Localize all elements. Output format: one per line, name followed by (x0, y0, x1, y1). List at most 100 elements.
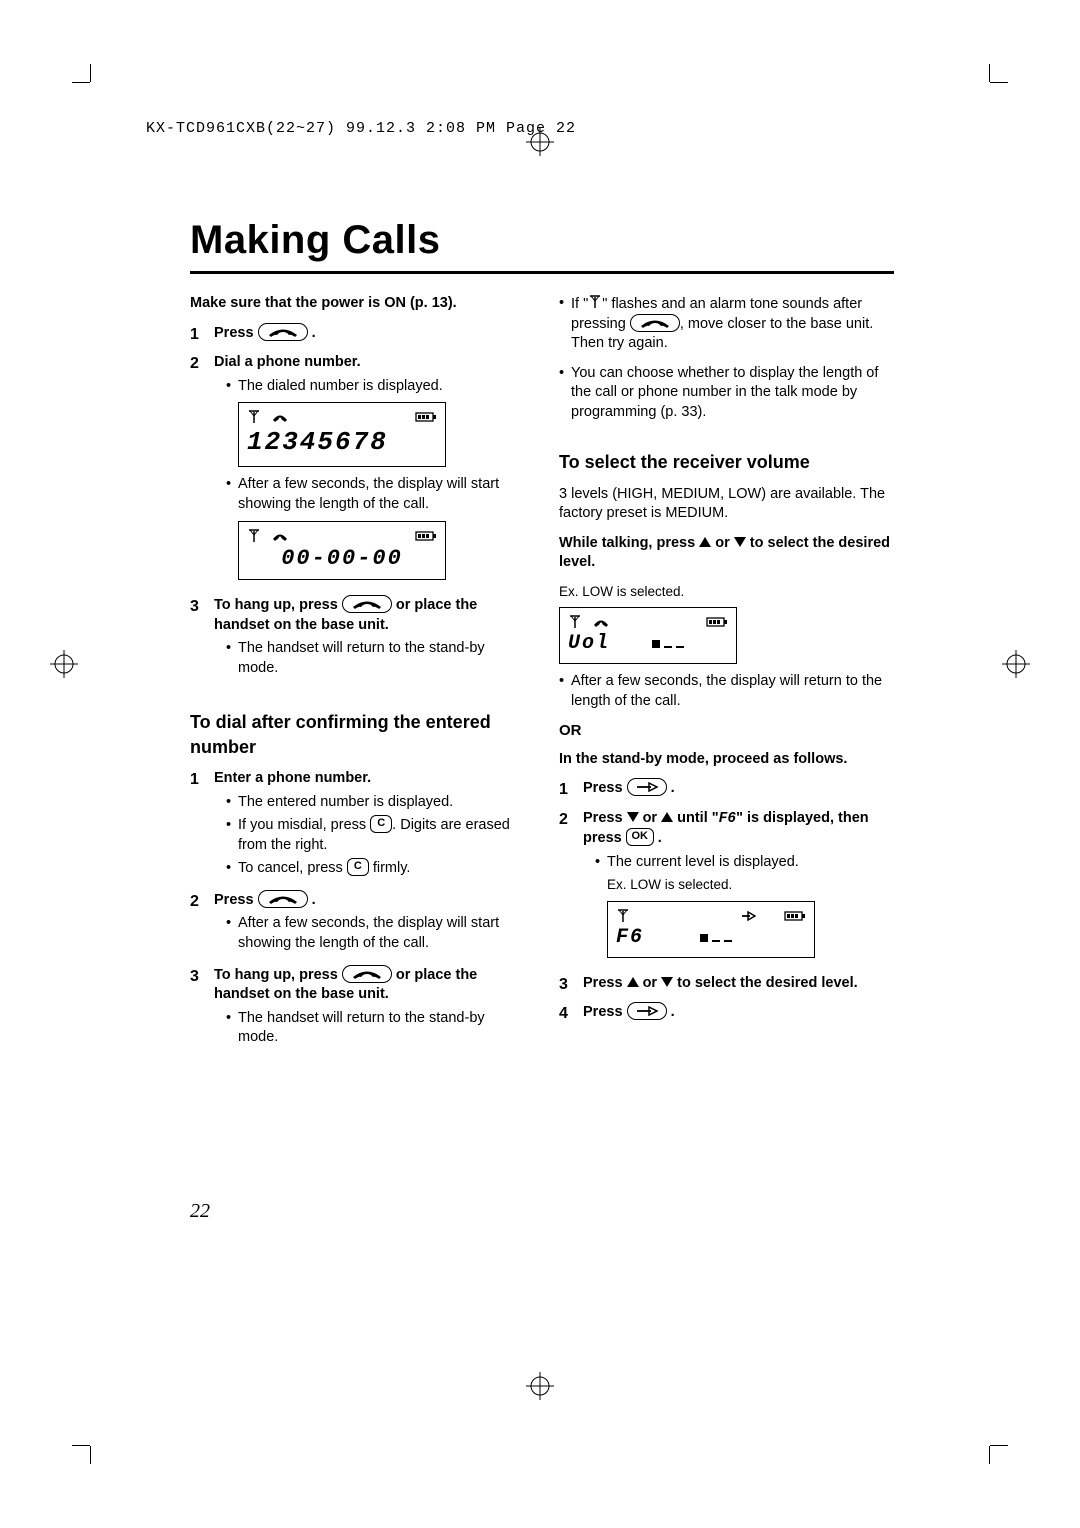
battery-icon (706, 615, 728, 627)
right-column: If "" flashes and an alarm tone sounds a… (559, 294, 894, 1060)
step-text: Press (583, 975, 623, 991)
down-arrow-icon (734, 537, 746, 547)
step-number: 2 (190, 891, 204, 958)
sub-bullet: The handset will return to the stand-by … (226, 639, 525, 678)
sub-bullet: The entered number is displayed. (226, 793, 525, 813)
antenna-icon (247, 528, 261, 542)
step-number: 3 (559, 974, 573, 996)
step-1: 1 Enter a phone number. The entered numb… (190, 769, 525, 883)
running-head: KX-TCD961CXB(22~27) 99.12.3 2:08 PM Page… (146, 120, 576, 137)
paragraph: 3 levels (HIGH, MEDIUM, LOW) are availab… (559, 485, 894, 524)
talk-button-icon (342, 595, 392, 613)
step-text: Press (214, 892, 254, 908)
section-heading: To select the receiver volume (559, 450, 894, 474)
code-text: F6 (719, 811, 736, 827)
crop-mark (989, 64, 990, 82)
step-3: 3 To hang up, press or place the handset… (190, 966, 525, 1052)
step-3: 3 To hang up, press or place the handset… (190, 596, 525, 682)
step-text: Press (583, 1004, 623, 1020)
sub-bullet: The current level is displayed. (595, 853, 894, 873)
step-number: 1 (190, 769, 204, 883)
lcd-text: 12345678 (247, 425, 437, 460)
crop-mark (989, 1446, 990, 1464)
antenna-icon (616, 908, 630, 922)
step-text: or (643, 810, 658, 826)
step-2: 2 Dial a phone number. The dialed number… (190, 353, 525, 588)
menu-arrow-button-icon (627, 1002, 667, 1020)
lcd-text: F6 (616, 924, 806, 951)
battery-icon (784, 909, 806, 921)
step-number: 2 (190, 353, 204, 588)
lcd-display: 00-00-00 (238, 521, 446, 581)
down-arrow-icon (661, 977, 673, 987)
sub-bullet: To cancel, press C firmly. (226, 859, 525, 879)
handset-icon (271, 529, 289, 541)
sub-bullet: If you misdial, press C. Digits are eras… (226, 816, 525, 855)
step-text: until " (677, 810, 719, 826)
battery-icon (415, 410, 437, 422)
sub-bullet: The dialed number is displayed. (226, 377, 525, 397)
section-heading: To dial after confirming the entered num… (190, 710, 525, 759)
bullet: If "" flashes and an alarm tone sounds a… (559, 294, 894, 354)
handset-icon (592, 615, 610, 627)
crop-mark (990, 82, 1008, 83)
instruction: In the stand-by mode, proceed as follows… (559, 750, 894, 770)
step-text: To hang up, press (214, 597, 338, 613)
handset-icon (271, 410, 289, 422)
step-text: Dial a phone number. (214, 353, 525, 373)
page-title: Making Calls (190, 218, 894, 274)
sub-bullet: After a few seconds, the display will st… (226, 914, 525, 953)
lcd-display: F6 (607, 901, 815, 958)
antenna-icon (247, 409, 261, 423)
step-text: Press (214, 325, 254, 341)
c-button-icon: C (347, 858, 369, 876)
registration-mark-icon (526, 1372, 554, 1400)
step-number: 1 (190, 324, 204, 346)
step-text: to select the desired level. (677, 975, 858, 991)
step-text: Press (583, 810, 623, 826)
crop-mark (990, 1445, 1008, 1446)
step-4: 4 Press . (559, 1003, 894, 1025)
step-number: 3 (190, 596, 204, 682)
example-label: Ex. LOW is selected. (559, 583, 894, 601)
bullet: You can choose whether to display the le… (559, 364, 894, 423)
step-3: 3 Press or to select the desired level. (559, 974, 894, 996)
crop-mark (72, 82, 90, 83)
sub-bullet: After a few seconds, the display will re… (559, 672, 894, 711)
down-arrow-icon (627, 812, 639, 822)
lead-text: Make sure that the power is ON (p. 13). (190, 294, 525, 314)
instruction: While talking, press or to select the de… (559, 534, 894, 573)
step-1: 1 Press . (190, 324, 525, 346)
talk-button-icon (342, 965, 392, 983)
lcd-text: 00-00-00 (247, 544, 437, 574)
sub-bullet: The handset will return to the stand-by … (226, 1009, 525, 1048)
registration-mark-icon (1002, 650, 1030, 678)
ok-button-icon: OK (626, 828, 654, 846)
page-content: Making Calls Make sure that the power is… (190, 218, 894, 1060)
antenna-icon (568, 614, 582, 628)
step-number: 4 (559, 1003, 573, 1025)
step-text: Press (583, 780, 623, 796)
battery-icon (415, 529, 437, 541)
step-text: Enter a phone number. (214, 769, 525, 789)
c-button-icon: C (370, 815, 392, 833)
step-text: To hang up, press (214, 967, 338, 983)
menu-arrow-icon (740, 909, 756, 921)
talk-button-icon (258, 890, 308, 908)
step-2: 2 Press or until "F6" is displayed, then… (559, 809, 894, 966)
step-number: 1 (559, 779, 573, 801)
step-1: 1 Press . (559, 779, 894, 801)
menu-arrow-button-icon (627, 778, 667, 796)
lcd-text: Uol (568, 630, 728, 657)
step-number: 3 (190, 966, 204, 1052)
crop-mark (72, 1445, 90, 1446)
sub-bullet: After a few seconds, the display will st… (226, 475, 525, 514)
crop-mark (90, 1446, 91, 1464)
or-divider: OR (559, 721, 894, 741)
up-arrow-icon (699, 537, 711, 547)
lcd-display: Uol (559, 607, 737, 664)
step-number: 2 (559, 809, 573, 966)
crop-mark (90, 64, 91, 82)
registration-mark-icon (50, 650, 78, 678)
step-text: or (643, 975, 658, 991)
